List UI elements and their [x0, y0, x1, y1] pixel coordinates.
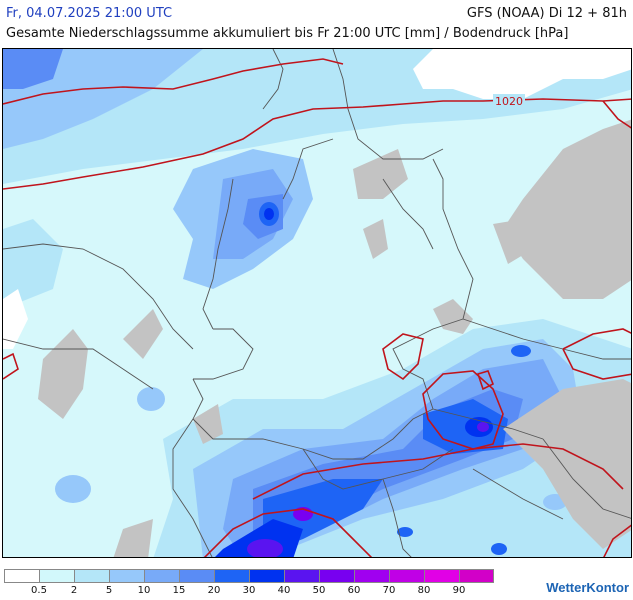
orography-area	[363, 219, 388, 259]
orography-area	[493, 219, 533, 264]
legend-swatch	[319, 569, 354, 583]
country-borders	[3, 49, 631, 557]
orography-area	[3, 289, 28, 349]
isobar-label: 1020	[495, 95, 523, 108]
precip-max	[477, 422, 489, 432]
orography-area	[123, 309, 163, 359]
legend-swatch	[179, 569, 214, 583]
precipitation-map[interactable]: 1020	[2, 48, 632, 558]
precip-area	[3, 219, 63, 309]
orography-area	[38, 329, 88, 419]
legend-swatch	[389, 569, 424, 583]
legend-swatch	[74, 569, 109, 583]
model-run: GFS (NOAA) Di 12 + 81h	[466, 6, 627, 21]
legend-swatch	[249, 569, 284, 583]
precip-area	[137, 387, 165, 411]
orography-area	[503, 119, 631, 299]
valid-date: Fr, 04.07.2025 21:00 UTC	[6, 6, 173, 21]
precip-max	[491, 543, 507, 555]
sea-area	[413, 49, 631, 99]
legend-swatch	[4, 569, 39, 583]
legend-swatch	[459, 569, 494, 583]
precip-max	[247, 539, 283, 557]
legend-tick-label: 40	[277, 585, 291, 596]
precip-area	[3, 49, 63, 89]
logo-text: WetterKontor	[546, 580, 629, 595]
legend-tick-label: 50	[312, 585, 326, 596]
legend-tick-label: 10	[137, 585, 151, 596]
orography-area	[503, 379, 631, 549]
precip-max	[397, 527, 413, 537]
legend-tick-label: 60	[347, 585, 361, 596]
legend-tick-label: 80	[417, 585, 431, 596]
map-subtitle: Gesamte Niederschlagssumme akkumuliert b…	[6, 26, 569, 41]
precip-max	[511, 345, 531, 357]
legend-tick-label: 2	[70, 585, 78, 596]
legend-tick-label: 20	[207, 585, 221, 596]
precipitation-legend: 0.5 2 5 10 15 20 30 40 50 60 70 80 90	[4, 569, 504, 597]
legend-tick-label: 15	[172, 585, 186, 596]
precip-max	[264, 208, 274, 220]
legend-tick-label: 70	[382, 585, 396, 596]
legend-swatches	[4, 569, 504, 583]
legend-tick-label: 30	[242, 585, 256, 596]
legend-swatch	[354, 569, 389, 583]
wetterkontor-logo[interactable]: WetterKontor	[546, 580, 629, 595]
legend-tick-label: 0.5	[31, 585, 47, 596]
map-header: Fr, 04.07.2025 21:00 UTC GFS (NOAA) Di 1…	[0, 0, 633, 48]
precip-area	[55, 475, 91, 503]
legend-swatch	[144, 569, 179, 583]
legend-swatch	[214, 569, 249, 583]
legend-tick-label: 90	[452, 585, 466, 596]
orography-area	[353, 149, 408, 199]
legend-tick-label: 5	[105, 585, 113, 596]
map-canvas	[3, 49, 631, 557]
orography-area	[113, 519, 153, 557]
orography-area	[193, 404, 223, 444]
legend-swatch	[109, 569, 144, 583]
legend-swatch	[284, 569, 319, 583]
isobar-label-bg	[493, 94, 525, 107]
legend-ticks: 0.5 2 5 10 15 20 30 40 50 60 70 80 90	[4, 583, 504, 597]
legend-swatch	[39, 569, 74, 583]
legend-swatch	[424, 569, 459, 583]
